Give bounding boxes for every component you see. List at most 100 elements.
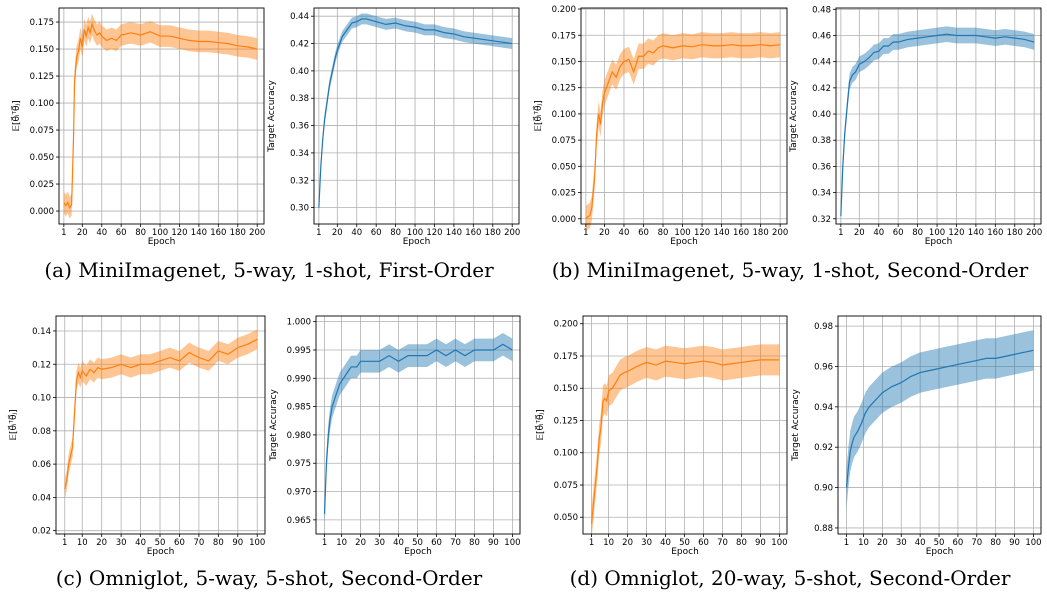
x-tick-label: 80	[658, 228, 669, 238]
y-tick-label: 0.30	[290, 204, 309, 214]
y-tick-label: 0.075	[30, 126, 54, 136]
y-tick-label: 0.075	[554, 481, 578, 491]
x-tick-label: 100	[407, 228, 423, 238]
y-tick-label: 0.975	[287, 459, 311, 469]
caption-a: (a) MiniImagenet, 5-way, 1-shot, First-O…	[44, 258, 494, 282]
x-tick-label: 60	[174, 538, 185, 548]
confidence-band	[591, 344, 780, 540]
x-tick-label: 160	[733, 228, 749, 238]
x-tick-label: 40	[915, 538, 926, 548]
x-tick-label: 180	[230, 228, 246, 238]
x-tick-label: 180	[753, 228, 769, 238]
y-tick-label: 0.075	[552, 136, 576, 146]
axes-frame	[55, 315, 266, 535]
x-tick-label: 60	[638, 228, 649, 238]
x-tick-label: 70	[971, 538, 982, 548]
x-tick-label: 40	[96, 228, 107, 238]
x-tick-label: 10	[336, 538, 347, 548]
x-tick-label: 100	[152, 228, 168, 238]
y-tick-label: 0.970	[287, 488, 311, 498]
y-tick-label: 0.200	[552, 5, 576, 15]
x-tick-label: 60	[893, 228, 904, 238]
x-tick-label: 200	[504, 228, 520, 238]
y-tick-label: 0.12	[32, 360, 51, 370]
y-tick-label: 0.175	[30, 18, 54, 28]
subplot-8: 1 10 20 30 40 50 60 70 80 90 100 0.88 0.90 0.92 0.94 0.…	[791, 315, 1042, 557]
x-tick-label: 20	[332, 228, 343, 238]
x-tick-label: 120	[948, 228, 964, 238]
x-tick-label: 80	[390, 228, 401, 238]
x-tick-label: 60	[116, 228, 127, 238]
y-tick-label: 0.125	[552, 84, 576, 94]
x-tick-label: 1	[589, 538, 594, 548]
x-tick-label: 200	[772, 228, 788, 238]
x-axis-label: Epoch	[671, 547, 699, 557]
x-tick-label: 180	[1007, 228, 1023, 238]
y-tick-label: 0.000	[30, 207, 54, 217]
caption-c: (c) Omniglot, 5-way, 5-shot, Second-Orde…	[55, 566, 483, 590]
series-line	[63, 22, 258, 210]
caption-d: (d) Omniglot, 20-way, 5-shot, Second-Ord…	[569, 566, 1011, 590]
x-tick-label: 1	[838, 228, 843, 238]
y-axis-label: 𝔼[θ⃗ᵢᵀθ⃗ⱼ]	[532, 100, 544, 131]
x-tick-label: 140	[968, 228, 984, 238]
x-tick-label: 1	[62, 538, 67, 548]
y-tick-label: 0.42	[290, 40, 309, 50]
x-tick-label: 70	[193, 538, 204, 548]
x-tick-label: 90	[755, 538, 766, 548]
confidence-band	[324, 332, 513, 526]
y-tick-label: 0.48	[812, 5, 831, 15]
x-tick-label: 20	[877, 538, 888, 548]
confidence-band	[64, 329, 258, 500]
y-tick-label: 0.34	[812, 189, 831, 199]
y-tick-label: 0.36	[812, 162, 831, 172]
y-tick-label: 0.38	[290, 94, 309, 104]
y-tick-label: 0.175	[554, 352, 578, 362]
y-tick-label: 0.34	[290, 149, 309, 159]
x-tick-label: 90	[232, 538, 243, 548]
x-axis-label: Epoch	[404, 547, 432, 557]
x-tick-label: 140	[713, 228, 729, 238]
y-tick-label: 0.995	[287, 346, 311, 356]
x-tick-label: 120	[694, 228, 710, 238]
subplot-7: 1 10 20 30 40 50 60 70 80 90 100 0.050 0.075 0.100 0.1…	[534, 315, 788, 557]
y-tick-label: 0.96	[814, 362, 833, 372]
x-tick-label: 160	[465, 228, 481, 238]
axes-frame	[837, 315, 1042, 535]
y-tick-label: 0.175	[552, 31, 576, 41]
x-tick-label: 1	[61, 228, 66, 238]
x-tick-label: 100	[504, 538, 520, 548]
y-tick-label: 0.94	[814, 403, 833, 413]
subplot-5: 1 10 20 30 40 50 60 70 80 90 100 0.02 0.04 0.06 0.08 0.…	[7, 315, 266, 557]
y-tick-label: 0.965	[287, 516, 311, 526]
x-tick-label: 10	[858, 538, 869, 548]
y-tick-label: 0.990	[287, 374, 311, 384]
x-tick-label: 30	[896, 538, 907, 548]
x-tick-label: 80	[469, 538, 480, 548]
x-tick-label: 140	[191, 228, 207, 238]
x-tick-label: 100	[771, 538, 787, 548]
y-axis-label: 𝔼[θ⃗ᵢᵀθ⃗ⱼ]	[534, 409, 546, 440]
y-tick-label: 0.14	[32, 327, 51, 337]
axes-frame	[58, 7, 265, 225]
x-tick-label: 1	[583, 228, 588, 238]
y-tick-label: 0.44	[290, 12, 309, 22]
x-tick-label: 10	[77, 538, 88, 548]
x-tick-label: 140	[446, 228, 462, 238]
x-tick-label: 180	[485, 228, 501, 238]
y-tick-label: 0.90	[814, 484, 833, 494]
x-tick-label: 80	[213, 538, 224, 548]
x-tick-label: 20	[622, 538, 633, 548]
y-axis-label: Target Accuracy	[267, 79, 277, 152]
y-tick-label: 0.38	[812, 136, 831, 146]
x-axis-label: Epoch	[925, 237, 953, 247]
x-tick-label: 40	[873, 228, 884, 238]
y-tick-label: 0.04	[32, 493, 51, 503]
y-tick-label: 0.44	[812, 58, 831, 68]
x-tick-label: 50	[679, 538, 690, 548]
y-tick-label: 0.025	[552, 189, 576, 199]
series-line	[64, 338, 258, 490]
x-tick-label: 200	[249, 228, 265, 238]
x-axis-label: Epoch	[670, 237, 698, 247]
x-tick-label: 20	[355, 538, 366, 548]
